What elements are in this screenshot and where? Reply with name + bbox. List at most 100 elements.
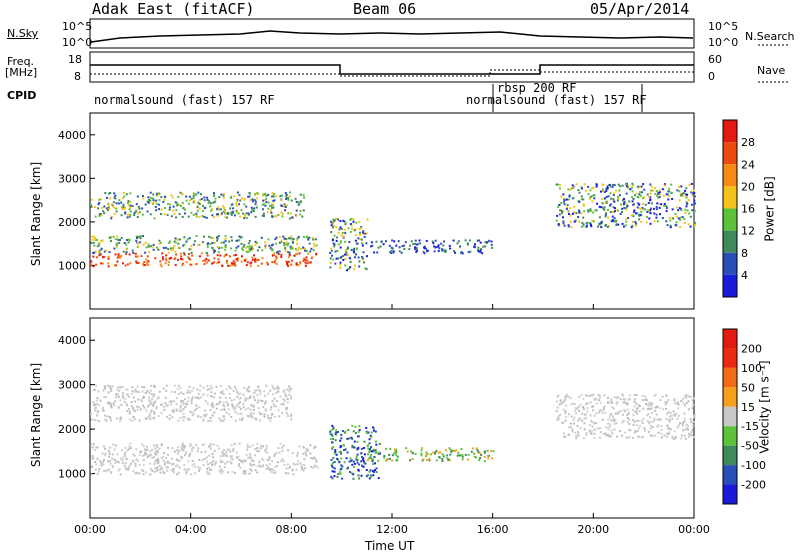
velocity-data-point xyxy=(394,448,397,451)
power-data-point xyxy=(291,246,294,249)
velocity-data-point xyxy=(128,408,131,411)
velocity-data-point xyxy=(229,387,232,390)
velocity-data-point xyxy=(192,412,195,415)
velocity-data-point xyxy=(155,406,158,409)
velocity-data-point xyxy=(602,408,605,411)
velocity-data-point xyxy=(346,437,349,440)
velocity-data-point xyxy=(575,412,578,415)
velocity-data-point xyxy=(331,441,334,444)
power-data-point xyxy=(159,263,162,266)
velocity-data-point xyxy=(683,412,686,415)
power-data-point xyxy=(147,260,150,263)
power-data-point xyxy=(138,211,141,214)
velocity-data-point xyxy=(680,437,683,440)
velocity-data-point xyxy=(339,472,342,475)
power-data-point xyxy=(269,247,272,250)
velocity-data-point xyxy=(631,408,634,411)
velocity-data-point xyxy=(599,396,602,399)
velocity-data-point xyxy=(665,407,668,410)
velocity-data-point xyxy=(266,466,269,469)
power-data-point xyxy=(437,244,440,247)
velocity-data-point xyxy=(191,397,194,400)
velocity-data-point xyxy=(329,430,332,433)
velocity-data-point xyxy=(642,435,645,438)
velocity-data-point xyxy=(238,418,241,421)
velocity-data-point xyxy=(232,408,235,411)
power-data-point xyxy=(684,208,687,211)
power-data-point xyxy=(176,204,179,207)
velocity-data-point xyxy=(586,406,589,409)
power-data-point xyxy=(660,203,663,206)
velocity-data-point xyxy=(641,421,644,424)
power-data-point xyxy=(582,198,585,201)
power-data-point xyxy=(680,185,683,188)
velocity-data-point xyxy=(178,466,181,469)
velocity-data-point xyxy=(175,403,178,406)
power-data-point xyxy=(243,198,246,201)
power-data-point xyxy=(93,235,96,238)
power-data-point xyxy=(658,195,661,198)
power-data-point xyxy=(437,249,440,252)
power-data-point xyxy=(649,209,652,212)
velocity-data-point xyxy=(272,393,275,396)
power-data-point xyxy=(234,249,237,252)
velocity-data-point xyxy=(205,413,208,416)
power-data-point xyxy=(243,215,246,218)
power-data-point xyxy=(218,261,221,264)
velocity-data-point xyxy=(297,460,300,463)
velocity-data-point xyxy=(119,399,122,402)
power-data-point xyxy=(640,220,643,223)
power-data-point xyxy=(265,194,268,197)
power-data-point xyxy=(337,218,340,221)
velocity-data-point xyxy=(333,475,336,478)
velocity-data-point xyxy=(163,472,166,475)
velocity-data-point xyxy=(195,407,198,410)
power-data-point xyxy=(461,252,464,255)
velocity-data-point xyxy=(132,453,135,456)
velocity-data-point xyxy=(655,413,658,416)
velocity-data-point xyxy=(144,449,147,452)
power-data-point xyxy=(310,247,313,250)
velocity-data-point xyxy=(107,391,110,394)
power-data-point xyxy=(154,257,157,260)
power-data-point xyxy=(172,205,175,208)
velocity-data-point xyxy=(166,454,169,457)
power-data-point xyxy=(408,248,411,251)
velocity-data-point xyxy=(191,459,194,462)
velocity-data-point xyxy=(626,436,629,439)
velocity-data-point xyxy=(153,470,156,473)
power-data-point xyxy=(598,216,601,219)
velocity-data-point xyxy=(349,470,352,473)
velocity-data-point xyxy=(591,425,594,428)
velocity-data-point xyxy=(176,388,179,391)
power-colorbar-segment xyxy=(723,186,737,209)
power-data-point xyxy=(135,203,138,206)
velocity-data-point xyxy=(362,460,365,463)
power-data-point xyxy=(655,213,658,216)
velocity-data-point xyxy=(199,389,202,392)
velocity-data-point xyxy=(207,420,210,423)
power-data-point xyxy=(122,250,125,253)
velocity-data-point xyxy=(674,415,677,418)
velocity-data-point xyxy=(91,456,94,459)
velocity-data-point xyxy=(125,393,128,396)
power-data-point xyxy=(154,205,157,208)
velocity-data-point xyxy=(332,446,335,449)
velocity-data-point xyxy=(271,400,274,403)
velocity-data-point xyxy=(110,406,113,409)
power-data-point xyxy=(646,193,649,196)
power-data-point xyxy=(147,245,150,248)
velocity-data-point xyxy=(109,385,112,388)
velocity-data-point xyxy=(688,395,691,398)
velocity-data-point xyxy=(464,453,467,456)
velocity-data-point xyxy=(333,470,336,473)
power-data-point xyxy=(271,206,274,209)
velocity-data-point xyxy=(290,418,293,421)
power-data-point xyxy=(476,239,479,242)
power-data-point xyxy=(114,253,117,256)
velocity-data-point xyxy=(260,412,263,415)
power-data-point xyxy=(414,248,417,251)
power-data-point xyxy=(94,206,97,209)
velocity-data-point xyxy=(657,424,660,427)
velocity-data-point xyxy=(228,397,231,400)
